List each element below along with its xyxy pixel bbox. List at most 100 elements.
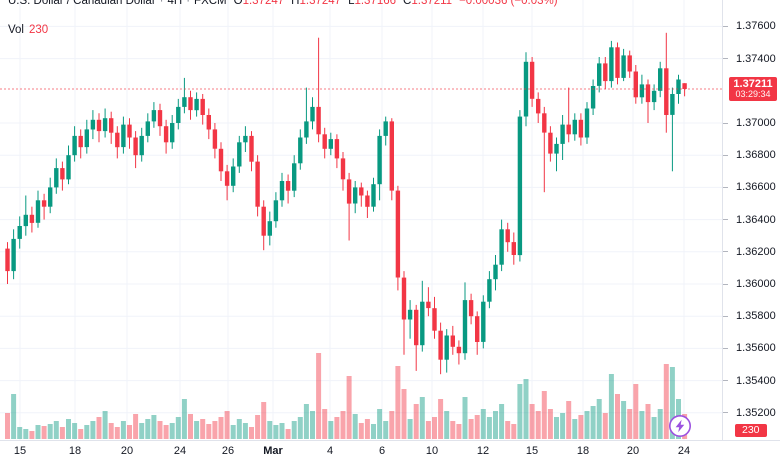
- candle-body: [115, 132, 120, 148]
- volume-value: 230: [29, 24, 49, 36]
- volume-bar: [340, 411, 346, 439]
- candle-body: [72, 135, 77, 156]
- candle-body: [11, 238, 16, 272]
- candle-body: [182, 97, 187, 107]
- volume-bar: [486, 417, 492, 439]
- candle-body: [407, 309, 413, 320]
- volume-bar: [456, 424, 462, 439]
- chart-pane[interactable]: U.S. Dollar / Canadian Dollar · 4H · FXCM O1.…: [0, 0, 722, 440]
- price-axis-label: 1.37400: [736, 52, 776, 65]
- volume-bar: [200, 419, 206, 439]
- candle-body: [627, 55, 632, 72]
- volume-bar: [663, 364, 669, 439]
- candle-body: [462, 300, 468, 354]
- volume-bar: [47, 424, 53, 439]
- candle-body: [468, 300, 474, 317]
- volume-bar: [322, 409, 328, 439]
- candle-body: [328, 139, 333, 149]
- interval-label[interactable]: 4H: [167, 0, 183, 7]
- candle-body: [554, 143, 559, 154]
- price-axis-label: 1.36000: [736, 278, 776, 290]
- candle-body: [304, 121, 309, 138]
- time-axis-label: 24: [677, 445, 691, 457]
- price-tick-mark: [723, 122, 728, 124]
- candle-body: [5, 248, 10, 272]
- candle-body: [493, 264, 498, 280]
- volume-indicator-legend[interactable]: Vol 230: [8, 24, 48, 36]
- candle-body: [432, 308, 437, 331]
- price-tick-mark: [723, 412, 728, 414]
- volume-bar: [11, 394, 17, 439]
- volume-bar: [285, 429, 291, 439]
- volume-bar: [120, 421, 126, 439]
- price-tick-mark: [723, 283, 728, 285]
- candle-body: [475, 316, 480, 342]
- time-axis-label: 18: [576, 445, 590, 457]
- candle-body: [133, 137, 138, 156]
- candle-body: [310, 106, 315, 122]
- price-tick-mark: [723, 219, 728, 221]
- high-letter: H: [291, 0, 300, 7]
- volume-bar: [560, 413, 566, 439]
- volume-badge: 230: [735, 424, 767, 437]
- open-letter: O: [233, 0, 243, 7]
- symbol-legend[interactable]: U.S. Dollar / Canadian Dollar · 4H · FXCM O1.…: [8, 0, 558, 7]
- exchange-label[interactable]: FXCM: [194, 0, 227, 7]
- volume-bar: [279, 423, 285, 439]
- candle-body: [41, 200, 47, 207]
- candle-body: [597, 63, 602, 86]
- candle-body: [255, 161, 260, 207]
- low-value: 1.37166: [354, 0, 397, 7]
- time-axis-label: 15: [13, 445, 27, 457]
- candle-body: [170, 123, 175, 143]
- candle-body: [456, 346, 462, 354]
- volume-bar: [523, 379, 529, 439]
- volume-bar: [334, 417, 340, 439]
- volume-bar: [425, 421, 431, 439]
- candle-body: [438, 330, 443, 360]
- candle-body: [511, 242, 516, 255]
- volume-bar: [114, 427, 120, 439]
- candle-body: [682, 83, 687, 89]
- candle-body: [444, 335, 449, 360]
- volume-bar: [645, 404, 651, 439]
- candle-body: [566, 124, 571, 135]
- lightning-bolt-icon[interactable]: [668, 414, 692, 438]
- candle-body: [66, 155, 71, 180]
- price-axis-label: 1.35800: [736, 310, 776, 323]
- volume-bar: [572, 419, 578, 439]
- volume-bar: [517, 384, 523, 439]
- volume-bar: [303, 404, 309, 439]
- volume-bar: [566, 401, 572, 439]
- volume-bar: [181, 399, 187, 439]
- candle-body: [78, 135, 83, 148]
- candle-body: [212, 129, 218, 149]
- candle-body: [542, 113, 547, 133]
- candle-body: [633, 71, 638, 98]
- candle-body: [23, 214, 28, 227]
- price-axis-label: 1.36800: [736, 149, 776, 162]
- candle-body: [121, 124, 126, 148]
- volume-bar: [621, 401, 627, 439]
- candle-body: [292, 163, 297, 191]
- candle-body: [481, 301, 486, 342]
- candle-body: [163, 126, 169, 143]
- last-price-value: 1.37211: [733, 78, 773, 91]
- time-axis-label: 12: [476, 445, 490, 457]
- symbol-title[interactable]: U.S. Dollar / Canadian Dollar: [8, 0, 156, 7]
- volume-bar: [23, 429, 29, 439]
- last-price-badge[interactable]: 1.37211 03:29:34: [729, 77, 777, 102]
- volume-bar: [310, 411, 315, 439]
- volume-bar: [102, 411, 108, 439]
- candle-body: [645, 84, 651, 103]
- volume-bar: [96, 417, 102, 439]
- price-axis[interactable]: 1.37211 03:29:34 230 1.37600 1.37400 1.370…: [722, 0, 780, 440]
- candlestick-chart[interactable]: [0, 0, 722, 440]
- separator: ·: [186, 0, 191, 7]
- candle-body: [249, 135, 254, 162]
- bar-countdown: 03:29:34: [735, 89, 771, 100]
- candle-body: [450, 335, 455, 347]
- time-axis[interactable]: 15 18 20 24 26 Mar 4 6 10 12 15 18 20 24: [0, 440, 780, 470]
- candle-body: [35, 200, 41, 223]
- time-axis-label: 4: [326, 445, 334, 457]
